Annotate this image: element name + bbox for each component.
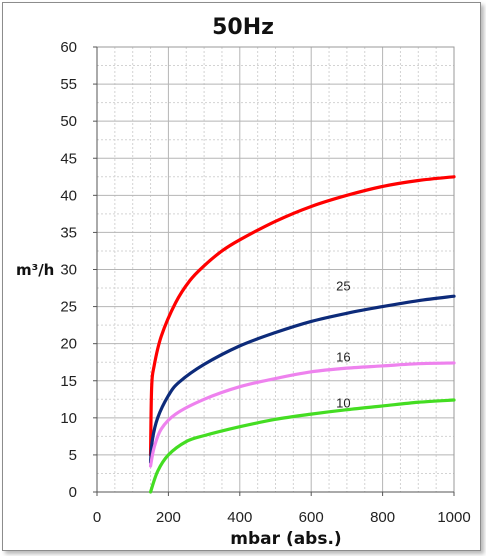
series-line-25 [148, 294, 456, 464]
chart-frame [2, 2, 481, 551]
series-label-25: 25 [336, 278, 350, 293]
x-tick-label: 1000 [437, 509, 470, 526]
grid [97, 47, 454, 492]
y-axis-label: m³/h [16, 261, 54, 279]
y-tick-label: 50 [60, 113, 77, 130]
axes [93, 46, 455, 496]
y-tick-label: 5 [69, 447, 77, 464]
y-tick-label: 35 [60, 224, 77, 241]
y-tick-label: 60 [60, 39, 77, 56]
series-line-16 [148, 361, 456, 468]
y-tick-label: 15 [60, 373, 77, 390]
x-tick-label: 0 [93, 509, 101, 526]
series-labels: 25 16 10 [336, 278, 350, 410]
series-line-10 [148, 398, 456, 494]
y-tick-label: 25 [60, 299, 77, 316]
chart-title: 50Hz [212, 15, 274, 40]
y-tick-label: 55 [60, 76, 77, 93]
series-label-16: 16 [336, 349, 350, 364]
x-tick-label: 800 [370, 509, 395, 526]
series-lines [148, 175, 456, 494]
x-tick-label: 600 [299, 509, 324, 526]
y-tick-label: 30 [60, 262, 77, 279]
y-tick-label: 10 [60, 410, 77, 427]
y-tick-label: 0 [69, 484, 77, 501]
x-tick-label: 400 [227, 509, 252, 526]
y-tick-label: 40 [60, 187, 77, 204]
x-tick-label: 200 [156, 509, 181, 526]
series-line-series-1 [148, 175, 456, 457]
series-label-10: 10 [336, 395, 350, 410]
x-axis-label: mbar (abs.) [230, 529, 341, 549]
y-tick-label: 20 [60, 336, 77, 353]
y-tick-label: 45 [60, 150, 77, 167]
